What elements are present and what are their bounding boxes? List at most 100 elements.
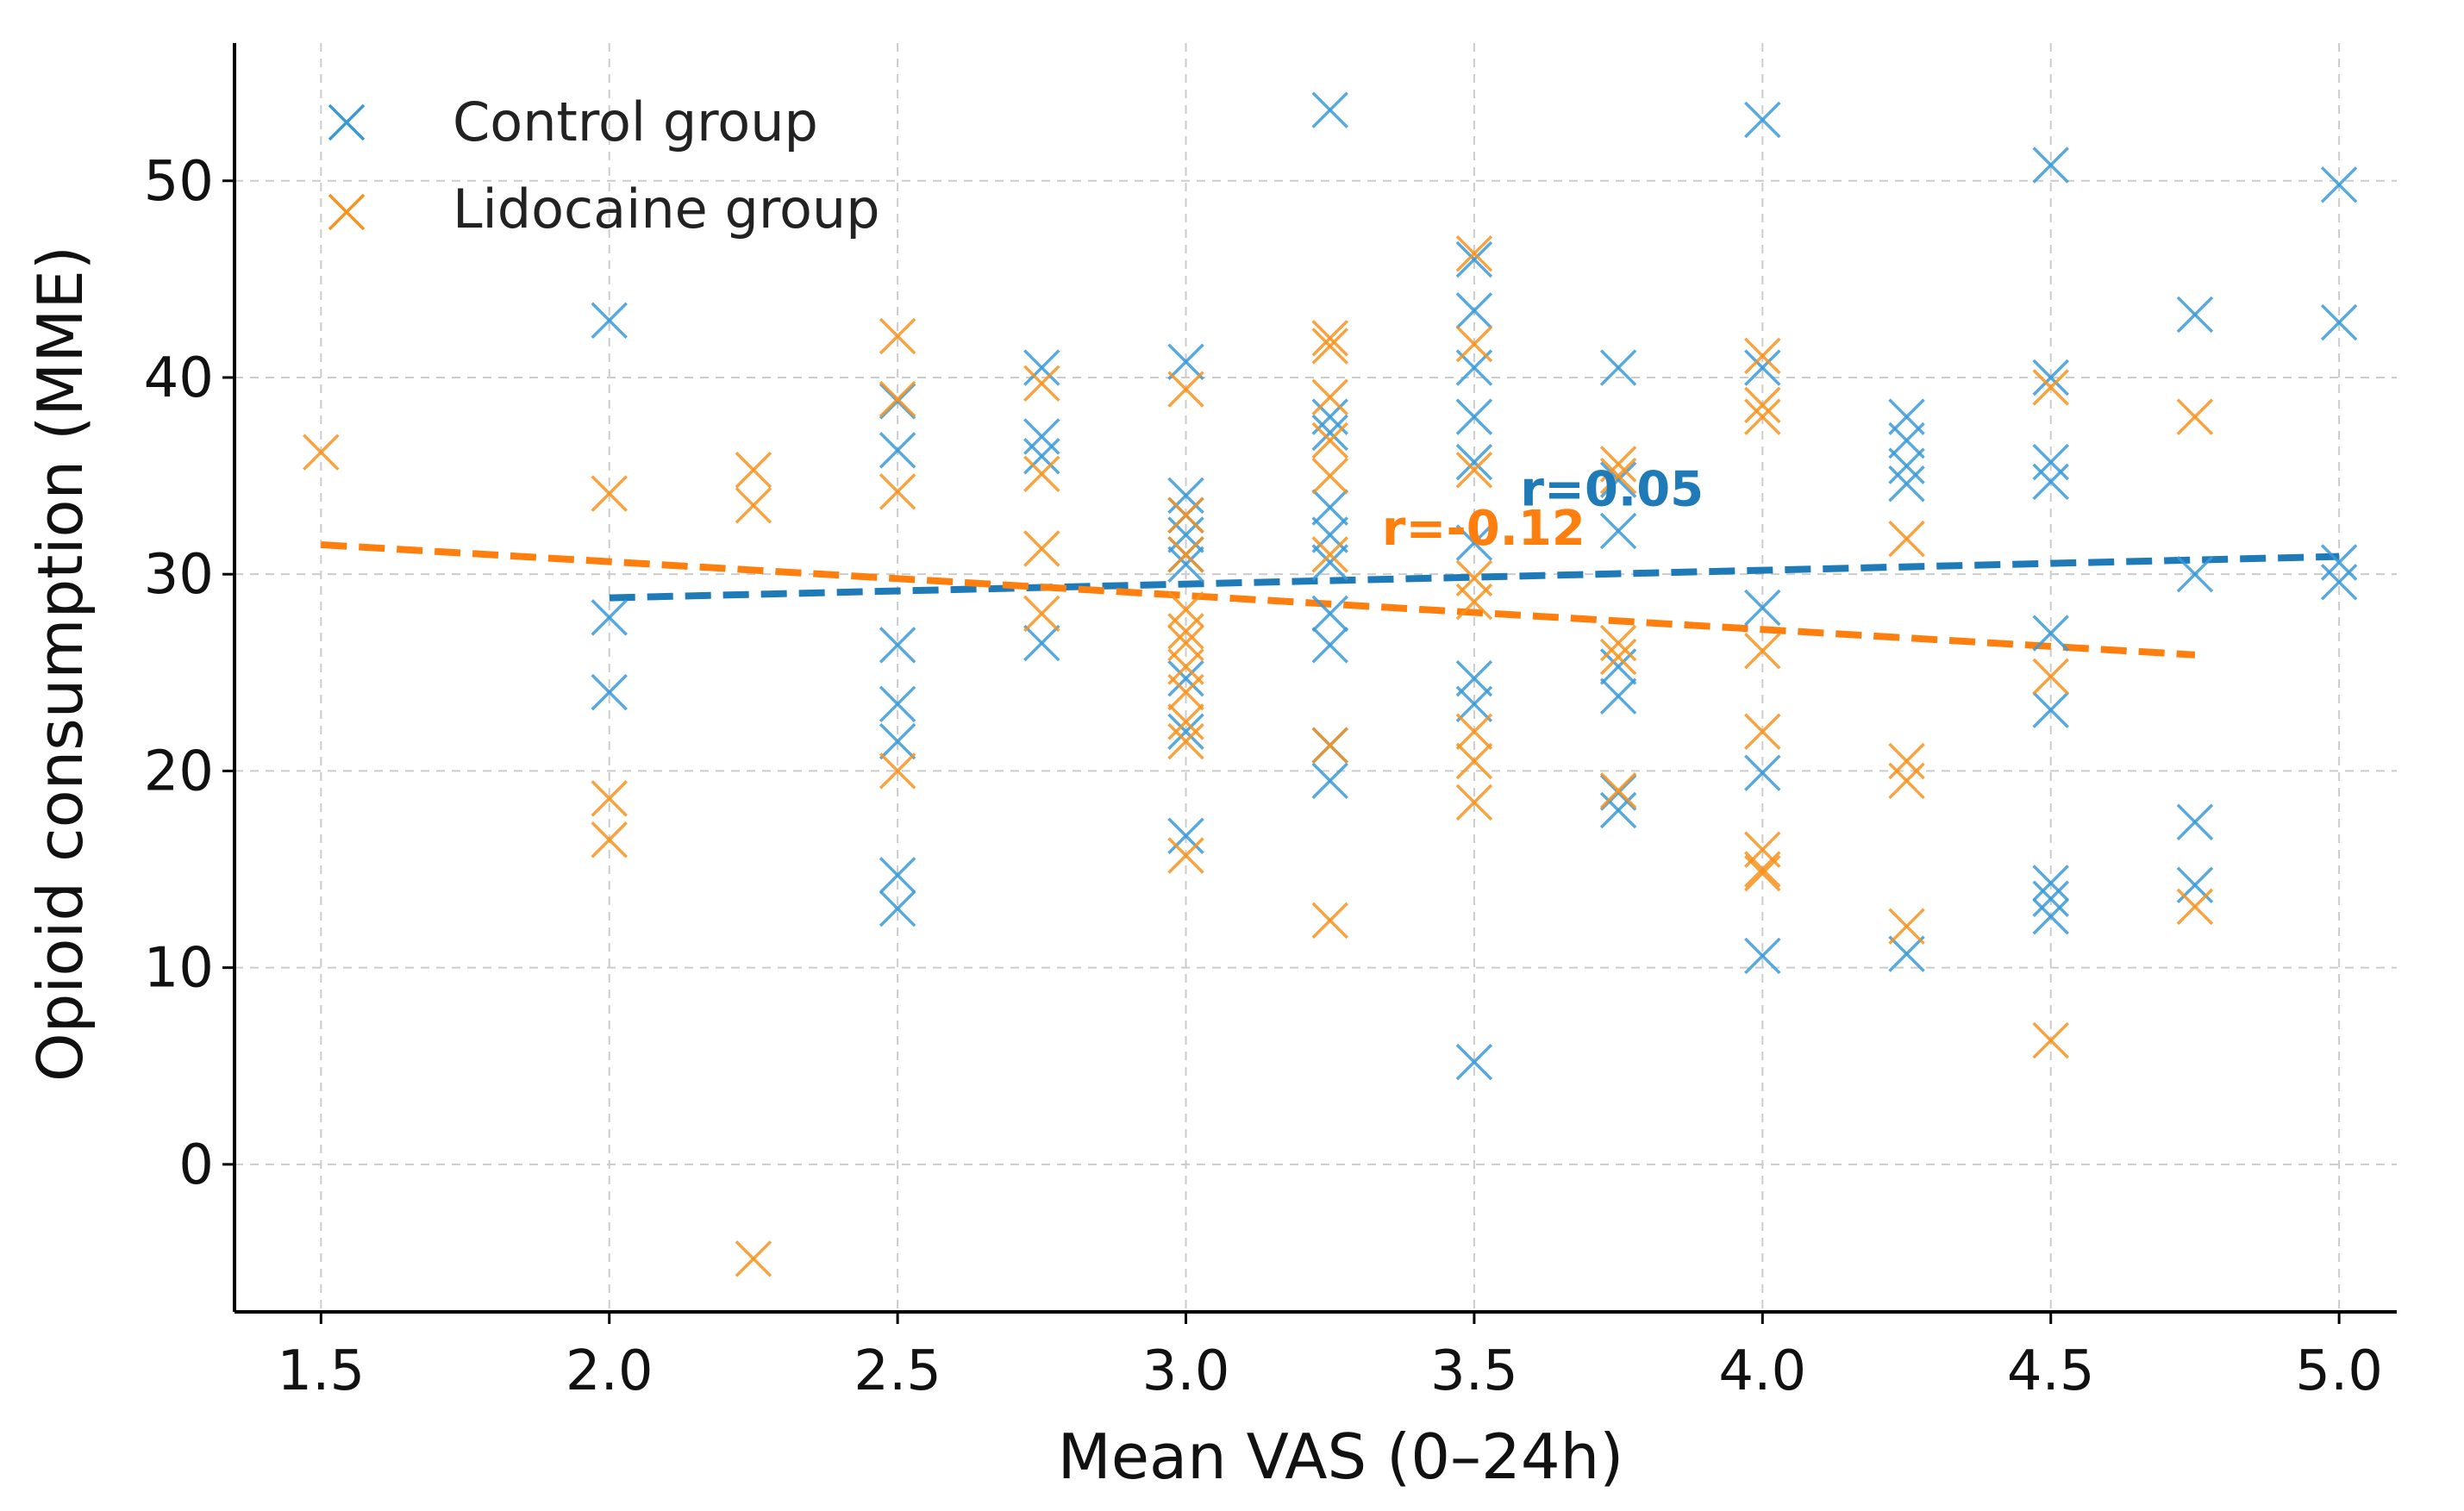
point-0-15 [1167, 477, 1204, 515]
point-1-54 [1744, 854, 1781, 892]
point-0-46 [1599, 677, 1637, 715]
x-tick-label-6: 4.5 [2007, 1339, 2095, 1403]
data-points [303, 91, 2358, 1277]
x-tick-label-4: 3.5 [1430, 1339, 1518, 1403]
point-1-29 [1311, 421, 1348, 459]
point-1-14 [1023, 595, 1060, 633]
point-1-55 [1888, 520, 1925, 558]
point-1-62 [2176, 398, 2214, 435]
point-0-75 [2320, 564, 2358, 601]
point-0-69 [2176, 555, 2214, 593]
annotation-1: r=-0.12 [1382, 501, 1585, 557]
point-1-42 [1599, 446, 1637, 483]
point-0-12 [1023, 438, 1060, 475]
point-0-44 [1599, 512, 1637, 550]
point-0-37 [1455, 443, 1493, 481]
trend-line-0 [609, 553, 2340, 602]
point-0-57 [1888, 465, 1925, 503]
point-1-28 [1311, 378, 1348, 416]
point-0-56 [1888, 447, 1925, 484]
y-tick-labels: 0 10 20 30 40 50 [144, 150, 214, 1197]
point-0-5 [879, 627, 916, 664]
point-1-39 [1455, 713, 1493, 750]
point-0-59 [2032, 147, 2069, 184]
point-1-56 [1888, 742, 1925, 780]
point-1-43 [1599, 457, 1637, 495]
point-0-13 [1023, 624, 1060, 662]
point-1-45 [1599, 638, 1637, 676]
point-0-11 [1023, 418, 1060, 455]
point-0-52 [1744, 754, 1781, 791]
point-0-63 [2032, 615, 2069, 652]
point-0-39 [1455, 659, 1493, 697]
point-0-67 [2032, 898, 2069, 935]
point-1-59 [2032, 369, 2069, 406]
point-1-0 [303, 434, 340, 471]
point-1-1 [591, 475, 628, 512]
point-0-38 [1455, 524, 1493, 561]
point-1-30 [1311, 457, 1348, 495]
y-tick-label-2: 20 [144, 740, 214, 803]
point-0-34 [1455, 292, 1493, 329]
y-tick-label-0: 0 [178, 1133, 214, 1197]
point-0-17 [1167, 516, 1204, 553]
point-1-41 [1455, 784, 1493, 821]
point-0-48 [1599, 791, 1637, 829]
point-1-25 [1167, 837, 1204, 874]
point-0-26 [1311, 489, 1348, 526]
point-1-5 [735, 487, 772, 524]
point-0-43 [1599, 461, 1637, 498]
point-1-16 [1167, 496, 1204, 534]
point-0-23 [1311, 91, 1348, 128]
legend: Control group Lidocaine group [328, 91, 880, 240]
x-axis-label: Mean VAS (0–24h) [1058, 1420, 1624, 1493]
series-1-points [303, 234, 2214, 1277]
point-0-25 [1311, 414, 1348, 452]
point-1-15 [1167, 371, 1204, 408]
point-1-21 [1167, 648, 1204, 685]
point-0-4 [879, 432, 916, 469]
point-1-36 [1455, 451, 1493, 489]
point-1-12 [1023, 455, 1060, 493]
point-1-23 [1167, 703, 1204, 740]
legend-marker-control [328, 103, 366, 141]
trend-line-1 [321, 540, 2196, 659]
correlation-annotations: r=0.05r=-0.12 [1382, 461, 1704, 557]
point-0-42 [1599, 349, 1637, 386]
point-0-53 [1744, 937, 1781, 975]
point-0-1 [591, 599, 628, 636]
legend-label-control: Control group [453, 91, 818, 153]
point-1-8 [879, 380, 916, 418]
point-1-38 [1455, 583, 1493, 621]
point-1-51 [1744, 713, 1781, 750]
point-0-61 [2032, 443, 2069, 481]
point-1-50 [1744, 632, 1781, 670]
point-1-19 [1167, 613, 1204, 650]
point-0-14 [1167, 343, 1204, 380]
point-0-21 [1167, 713, 1204, 750]
point-0-30 [1311, 627, 1348, 664]
point-1-60 [2032, 658, 2069, 696]
point-1-13 [1023, 530, 1060, 567]
x-tick-label-0: 1.5 [277, 1339, 365, 1403]
point-0-41 [1455, 1043, 1493, 1081]
point-1-4 [735, 451, 772, 489]
point-0-6 [879, 685, 916, 723]
point-0-73 [2320, 303, 2358, 341]
point-1-46 [1599, 771, 1637, 809]
y-axis-label: Opioid consumption (MME) [24, 246, 97, 1082]
point-0-32 [1311, 762, 1348, 800]
point-1-47 [1744, 337, 1781, 375]
point-1-58 [1888, 908, 1925, 945]
legend-label-lidocaine: Lidocaine group [453, 178, 880, 240]
point-0-68 [2176, 296, 2214, 334]
point-1-48 [1744, 386, 1781, 424]
point-1-24 [1167, 722, 1204, 760]
point-1-26 [1311, 320, 1348, 357]
grid-lines [235, 43, 2397, 1312]
series-0-points [591, 91, 2358, 1081]
point-0-66 [2032, 880, 2069, 917]
x-tick-label-3: 3.0 [1142, 1339, 1230, 1403]
